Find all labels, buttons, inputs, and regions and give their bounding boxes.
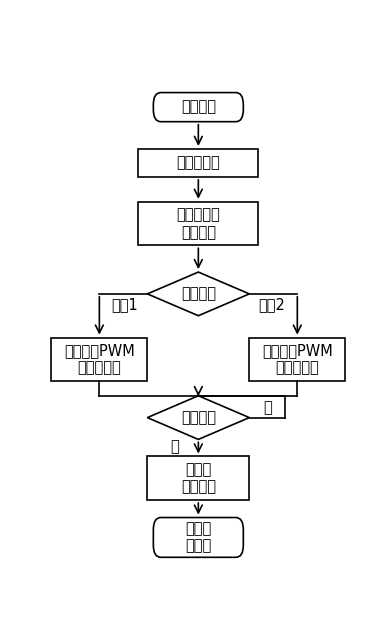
- Text: 否: 否: [263, 401, 272, 415]
- Text: 定时器
中断使能: 定时器 中断使能: [181, 462, 216, 495]
- Text: 模块判断: 模块判断: [181, 287, 216, 301]
- FancyBboxPatch shape: [153, 517, 243, 558]
- Text: 系统初始化: 系统初始化: [176, 156, 220, 171]
- Polygon shape: [147, 272, 249, 316]
- Text: 模块1: 模块1: [111, 297, 138, 312]
- Text: 定时器连续
增减模式: 定时器连续 增减模式: [176, 207, 220, 240]
- Text: 系统启
动完毕: 系统启 动完毕: [185, 521, 211, 554]
- FancyBboxPatch shape: [153, 93, 243, 122]
- Bar: [139, 202, 259, 246]
- Bar: [51, 338, 147, 381]
- Text: 模块2: 模块2: [259, 297, 285, 312]
- Text: 比较匹配PWM
输出高有效: 比较匹配PWM 输出高有效: [64, 343, 135, 375]
- Bar: [139, 149, 259, 177]
- Text: 比较匹配PWM
输出低有效: 比较匹配PWM 输出低有效: [262, 343, 333, 375]
- Text: 系统启动: 系统启动: [181, 100, 216, 115]
- Text: 基准同步: 基准同步: [181, 410, 216, 425]
- Bar: [147, 456, 249, 500]
- Polygon shape: [147, 396, 249, 440]
- Bar: [249, 338, 345, 381]
- Text: 是: 是: [170, 439, 179, 454]
